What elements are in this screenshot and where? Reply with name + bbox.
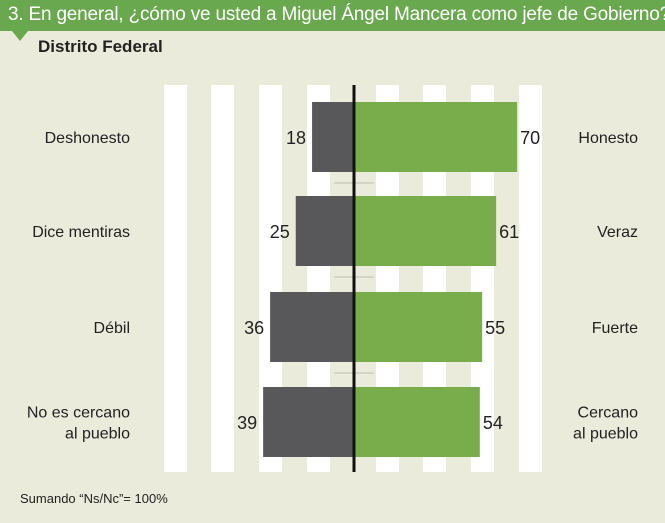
value-label-positive-honesto: 70	[520, 128, 540, 148]
grid-stripe-7	[471, 85, 494, 472]
category-label-negative-fuerte: Débil	[94, 320, 130, 337]
bar-positive-fuerte	[354, 292, 483, 362]
value-label-positive-fuerte: 55	[485, 318, 505, 338]
category-label-positive-fuerte: Fuerte	[592, 320, 638, 337]
bars-group	[263, 102, 518, 457]
category-label-positive-cercano-al-pueblo: Cercano al pueblo	[573, 405, 638, 443]
chart-subtitle: Distrito Federal	[38, 37, 163, 56]
bar-negative-veraz	[295, 196, 354, 266]
grid-stripe-4	[307, 85, 330, 472]
bar-negative-cercano-al-pueblo	[263, 387, 354, 457]
grid-stripe-6	[423, 85, 446, 472]
value-label-negative-cercano-al-pueblo: 39	[237, 413, 257, 433]
grid-stripe-5	[376, 85, 399, 472]
grid-stripe-3	[259, 85, 282, 472]
value-label-positive-veraz: 61	[499, 222, 519, 242]
grid-stripe-8	[519, 85, 542, 472]
bar-negative-honesto	[312, 102, 354, 172]
category-labels-group: Deshonesto Honesto Dice mentiras Veraz Débil…	[27, 130, 638, 443]
grid-stripe-2	[211, 85, 234, 472]
value-label-positive-cercano-al-pueblo: 54	[483, 413, 503, 433]
footnote: Sumando “Ns/Nc”= 100%	[20, 491, 168, 506]
title-banner-notch	[12, 31, 28, 41]
value-label-negative-veraz: 25	[270, 222, 290, 242]
bar-positive-honesto	[354, 102, 518, 172]
value-label-negative-fuerte: 36	[244, 318, 264, 338]
chart-title: 3. En general, ¿cómo ve usted a Miguel Á…	[8, 4, 665, 25]
bar-positive-veraz	[354, 196, 497, 266]
category-label-positive-honesto: Honesto	[578, 130, 638, 147]
grid-stripe-1	[164, 85, 187, 472]
category-label-negative-honesto: Deshonesto	[45, 130, 130, 147]
category-label-negative-veraz: Dice mentiras	[32, 224, 130, 241]
value-label-negative-honesto: 18	[286, 128, 306, 148]
background-stripes	[164, 85, 542, 472]
bar-negative-fuerte	[270, 292, 354, 362]
category-label-negative-cercano-al-pueblo: No es cercano al pueblo	[27, 405, 130, 443]
category-label-positive-veraz: Veraz	[597, 224, 638, 241]
value-labels-group: 18 70 25 61 36 55 39 54	[237, 128, 540, 433]
bar-positive-cercano-al-pueblo	[354, 387, 480, 457]
title-banner: 3. En general, ¿cómo ve usted a Miguel Á…	[0, 0, 665, 31]
